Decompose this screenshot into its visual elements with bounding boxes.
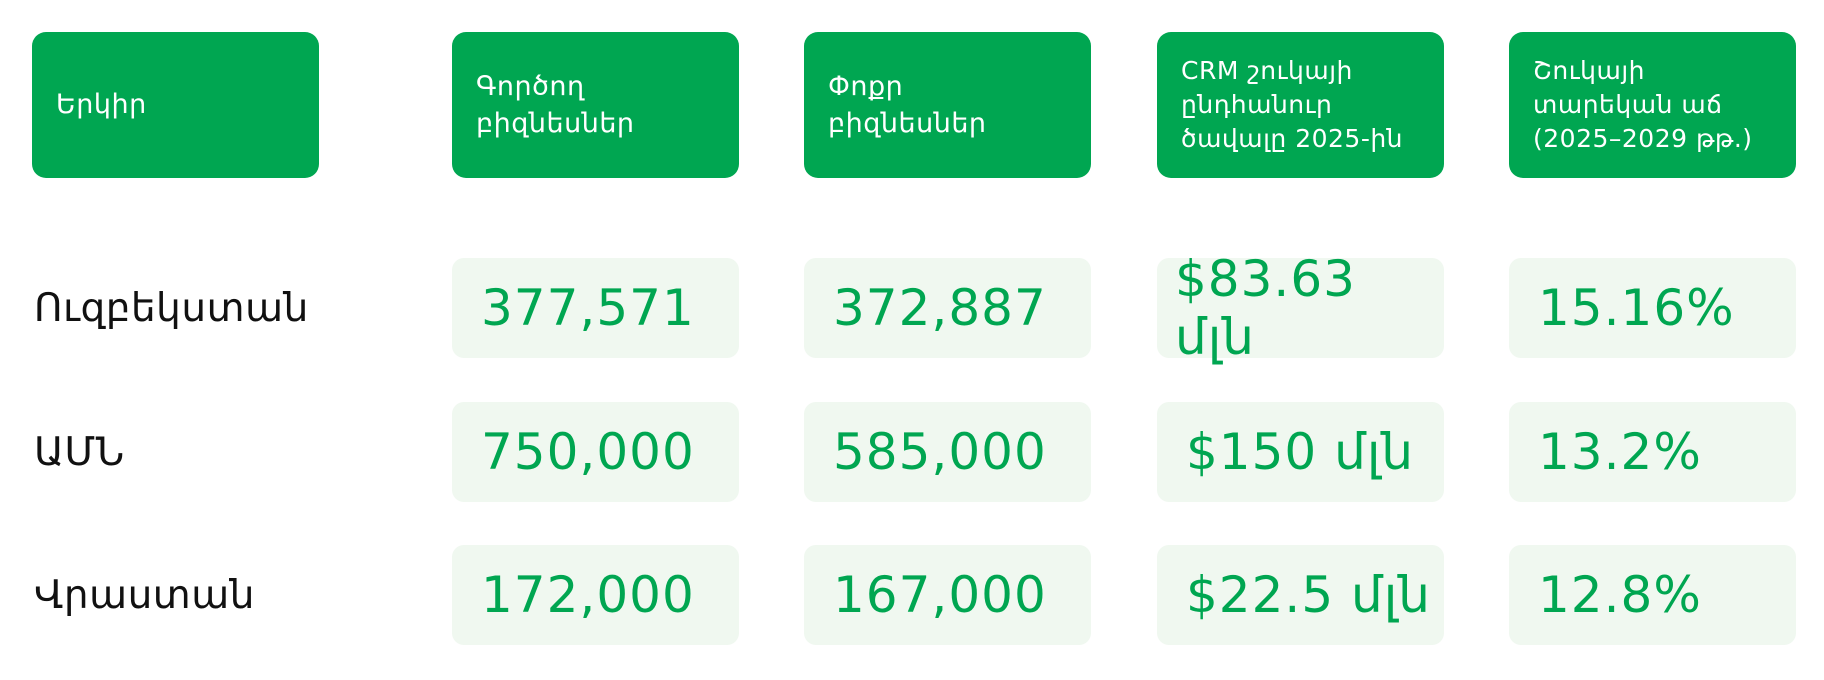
header-annual-growth-label: Շուկայի տարեկան աճ (2025–2029 թթ.): [1533, 56, 1753, 153]
header-active-businesses-label: Գործող բիզնեսներ: [476, 70, 635, 139]
row-3-crm-market: $22.5 մլն: [1157, 545, 1444, 645]
header-small-businesses: Փոքր բիզնեսներ: [804, 32, 1091, 178]
row-3-small-businesses: 167,000: [804, 545, 1091, 645]
row-3-annual-growth: 12.8%: [1509, 545, 1796, 645]
row-1-crm-market: $83.63 մլն: [1157, 250, 1444, 366]
row-2-small-businesses: 585,000: [804, 402, 1091, 502]
row-3-active-businesses: 172,000: [452, 545, 739, 645]
header-active-businesses: Գործող բիզնեսներ: [452, 32, 739, 178]
row-2-active-businesses: 750,000: [452, 402, 739, 502]
header-small-businesses-label: Փոքր բիզնեսներ: [828, 70, 987, 139]
row-1-small-businesses: 372,887: [804, 258, 1091, 358]
row-2-crm-market: $150 մլն: [1157, 402, 1444, 502]
header-annual-growth: Շուկայի տարեկան աճ (2025–2029 թթ.): [1509, 32, 1796, 178]
row-2-annual-growth: 13.2%: [1509, 402, 1796, 502]
header-country: Երկիր: [32, 32, 319, 178]
row-1-active-businesses: 377,571: [452, 258, 739, 358]
row-1-country: Ուզբեկստան: [34, 285, 309, 331]
header-country-label: Երկիր: [56, 89, 147, 121]
header-crm-market: CRM շուկայի ընդհանուր ծավալը 2025-ին: [1157, 32, 1444, 178]
row-1-annual-growth: 15.16%: [1509, 258, 1796, 358]
row-3-country: Վրաստան: [34, 572, 255, 618]
header-crm-market-label: CRM շուկայի ընդհանուր ծավալը 2025-ին: [1181, 56, 1404, 153]
row-2-country: ԱՄՆ: [34, 429, 125, 475]
